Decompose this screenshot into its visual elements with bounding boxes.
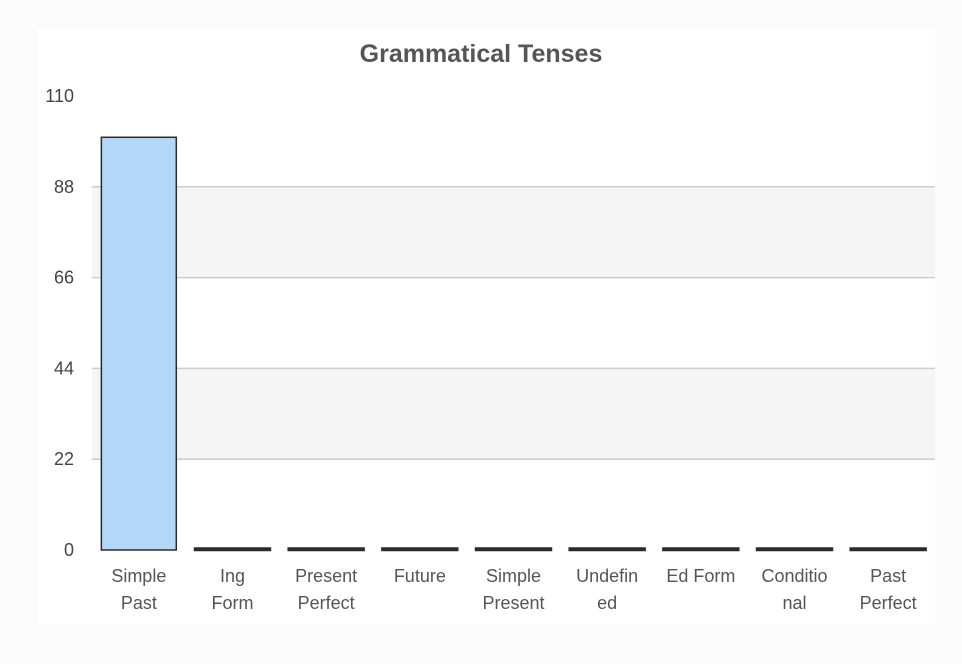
x-category-label: Conditio nal [761,566,827,613]
bar [287,547,365,552]
x-category-label: Present Perfect [295,566,357,613]
grid-band [92,186,935,278]
x-category-label: Simple Present [482,566,544,613]
bar [849,547,927,552]
y-tick-label: 22 [54,449,74,469]
chart-card [38,30,935,624]
bar [755,547,834,552]
y-tick-label: 66 [54,268,74,288]
x-category-label: Ed Form [666,566,735,586]
x-category-label: Undefin ed [576,566,638,613]
grid-band [92,368,935,460]
x-category-label: Simple Past [111,566,166,613]
x-category-label: Ing Form [212,566,254,613]
gridlines [92,186,935,460]
bar [381,547,459,552]
x-category-label: Future [394,566,446,586]
y-axis-tick-labels: 0 22 44 66 88 110 [45,86,74,560]
chart-title: Grammatical Tenses [359,40,603,68]
y-tick-label: 110 [45,86,74,106]
bar [662,547,740,552]
y-tick-label: 44 [54,358,74,378]
bar [568,547,646,552]
y-tick-label: 0 [64,540,74,560]
grid-bands [92,186,935,460]
bar [193,547,272,552]
x-axis-category-labels: Simple Past Ing Form Present Perfect Future Sim… [111,566,916,613]
y-tick-label: 88 [54,177,74,197]
bar [474,547,553,552]
x-category-label: Past Perfect [860,566,917,613]
bar [100,136,178,551]
bars [100,136,927,552]
